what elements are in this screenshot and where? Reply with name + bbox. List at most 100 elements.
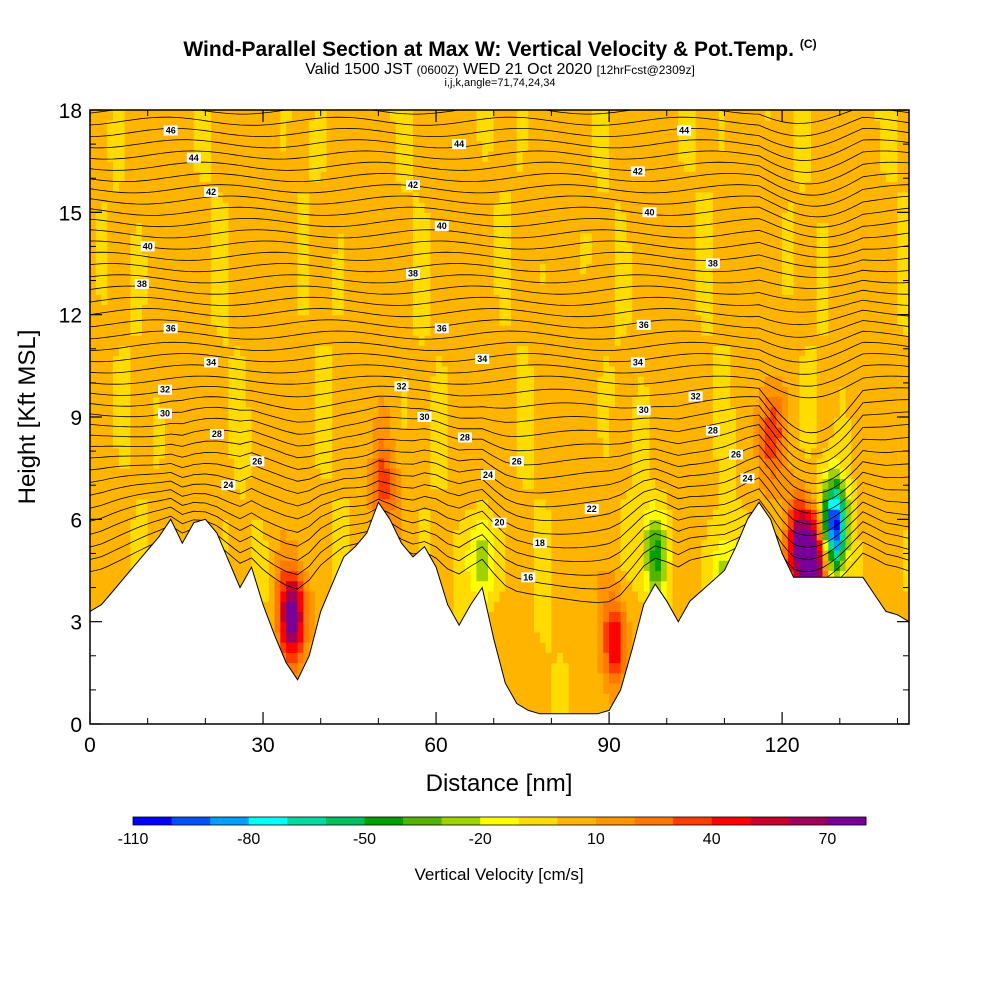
- velocity-cell: [286, 314, 293, 326]
- velocity-cell: [291, 611, 299, 623]
- velocity-cell: [562, 376, 570, 387]
- velocity-cell: [516, 273, 524, 285]
- velocity-cell: [557, 120, 564, 131]
- velocity-cell: [274, 150, 281, 162]
- velocity-cell: [401, 120, 408, 131]
- velocity-cell: [130, 427, 137, 438]
- velocity-cell: [176, 284, 183, 295]
- velocity-cell: [268, 110, 276, 121]
- velocity-cell: [355, 376, 362, 387]
- velocity-cell: [222, 191, 230, 203]
- velocity-cell: [193, 120, 201, 131]
- velocity-cell: [170, 273, 178, 285]
- velocity-cell: [222, 273, 230, 285]
- velocity-cell: [147, 519, 155, 531]
- velocity-cell: [482, 365, 489, 377]
- velocity-cell: [326, 457, 333, 469]
- velocity-cell: [355, 273, 362, 285]
- velocity-cell: [257, 519, 264, 531]
- velocity-cell: [476, 202, 483, 213]
- velocity-cell: [389, 509, 397, 520]
- velocity-cell: [395, 437, 403, 449]
- velocity-cell: [562, 591, 570, 602]
- velocity-cell: [551, 591, 558, 602]
- velocity-cell: [482, 386, 489, 398]
- velocity-cell: [516, 662, 524, 674]
- velocity-cell: [234, 253, 241, 265]
- velocity-cell: [216, 304, 224, 316]
- velocity-cell: [366, 345, 374, 357]
- velocity-cell: [338, 550, 345, 561]
- velocity-cell: [332, 457, 339, 469]
- velocity-cell: [378, 345, 385, 357]
- velocity-cell: [401, 396, 408, 408]
- velocity-cell: [303, 560, 310, 572]
- velocity-cell: [470, 539, 478, 551]
- velocity-cell: [413, 212, 420, 224]
- velocity-cell: [320, 580, 328, 592]
- velocity-cell: [141, 263, 149, 275]
- velocity-cell: [124, 161, 131, 172]
- velocity-cell: [222, 427, 230, 438]
- velocity-cell: [182, 355, 189, 367]
- velocity-cell: [130, 324, 137, 336]
- velocity-cell: [303, 304, 310, 316]
- velocity-cell: [534, 202, 541, 213]
- velocity-cell: [159, 171, 166, 183]
- velocity-cell: [222, 406, 230, 418]
- velocity-cell: [222, 253, 230, 265]
- velocity-cell: [476, 140, 483, 152]
- velocity-cell: [528, 110, 535, 121]
- velocity-cell: [286, 406, 293, 418]
- velocity-cell: [395, 222, 403, 234]
- velocity-cell: [222, 243, 230, 254]
- velocity-cell: [240, 468, 247, 479]
- velocity-cell: [188, 171, 195, 183]
- velocity-cell: [441, 437, 449, 449]
- velocity-cell: [251, 304, 258, 316]
- velocity-cell: [268, 601, 276, 612]
- velocity-cell: [263, 488, 270, 500]
- velocity-cell: [401, 110, 408, 121]
- velocity-cell: [222, 386, 230, 398]
- velocity-cell: [539, 580, 547, 592]
- velocity-cell: [447, 396, 454, 408]
- velocity-cell: [165, 509, 172, 520]
- velocity-cell: [384, 437, 391, 449]
- velocity-cell: [453, 376, 460, 387]
- velocity-cell: [170, 161, 178, 172]
- velocity-cell: [240, 171, 247, 183]
- velocity-cell: [562, 631, 570, 643]
- velocity-cell: [366, 457, 374, 469]
- velocity-cell: [257, 498, 264, 510]
- velocity-cell: [372, 130, 379, 142]
- velocity-cell: [470, 273, 478, 285]
- velocity-cell: [505, 642, 512, 653]
- velocity-cell: [309, 539, 316, 551]
- velocity-cell: [291, 191, 299, 203]
- velocity-cell: [378, 181, 385, 193]
- velocity-cell: [314, 386, 322, 398]
- velocity-cell: [464, 284, 472, 295]
- velocity-cell: [153, 345, 160, 357]
- velocity-cell: [182, 130, 189, 142]
- velocity-cell: [562, 672, 570, 684]
- velocity-cell: [424, 529, 431, 541]
- velocity-cell: [528, 314, 535, 326]
- velocity-cell: [534, 396, 541, 408]
- velocity-cell: [113, 570, 120, 582]
- velocity-cell: [245, 488, 253, 500]
- velocity-cell: [314, 253, 322, 265]
- velocity-cell: [286, 437, 293, 449]
- velocity-cell: [205, 284, 212, 295]
- velocity-cell: [568, 662, 576, 674]
- velocity-cell: [141, 150, 149, 162]
- velocity-cell: [95, 232, 103, 244]
- velocity-cell: [188, 386, 195, 398]
- velocity-cell: [245, 345, 253, 357]
- velocity-cell: [280, 263, 287, 275]
- velocity-cell: [516, 447, 524, 459]
- velocity-cell: [286, 478, 293, 490]
- velocity-cell: [418, 498, 426, 510]
- velocity-cell: [470, 222, 478, 234]
